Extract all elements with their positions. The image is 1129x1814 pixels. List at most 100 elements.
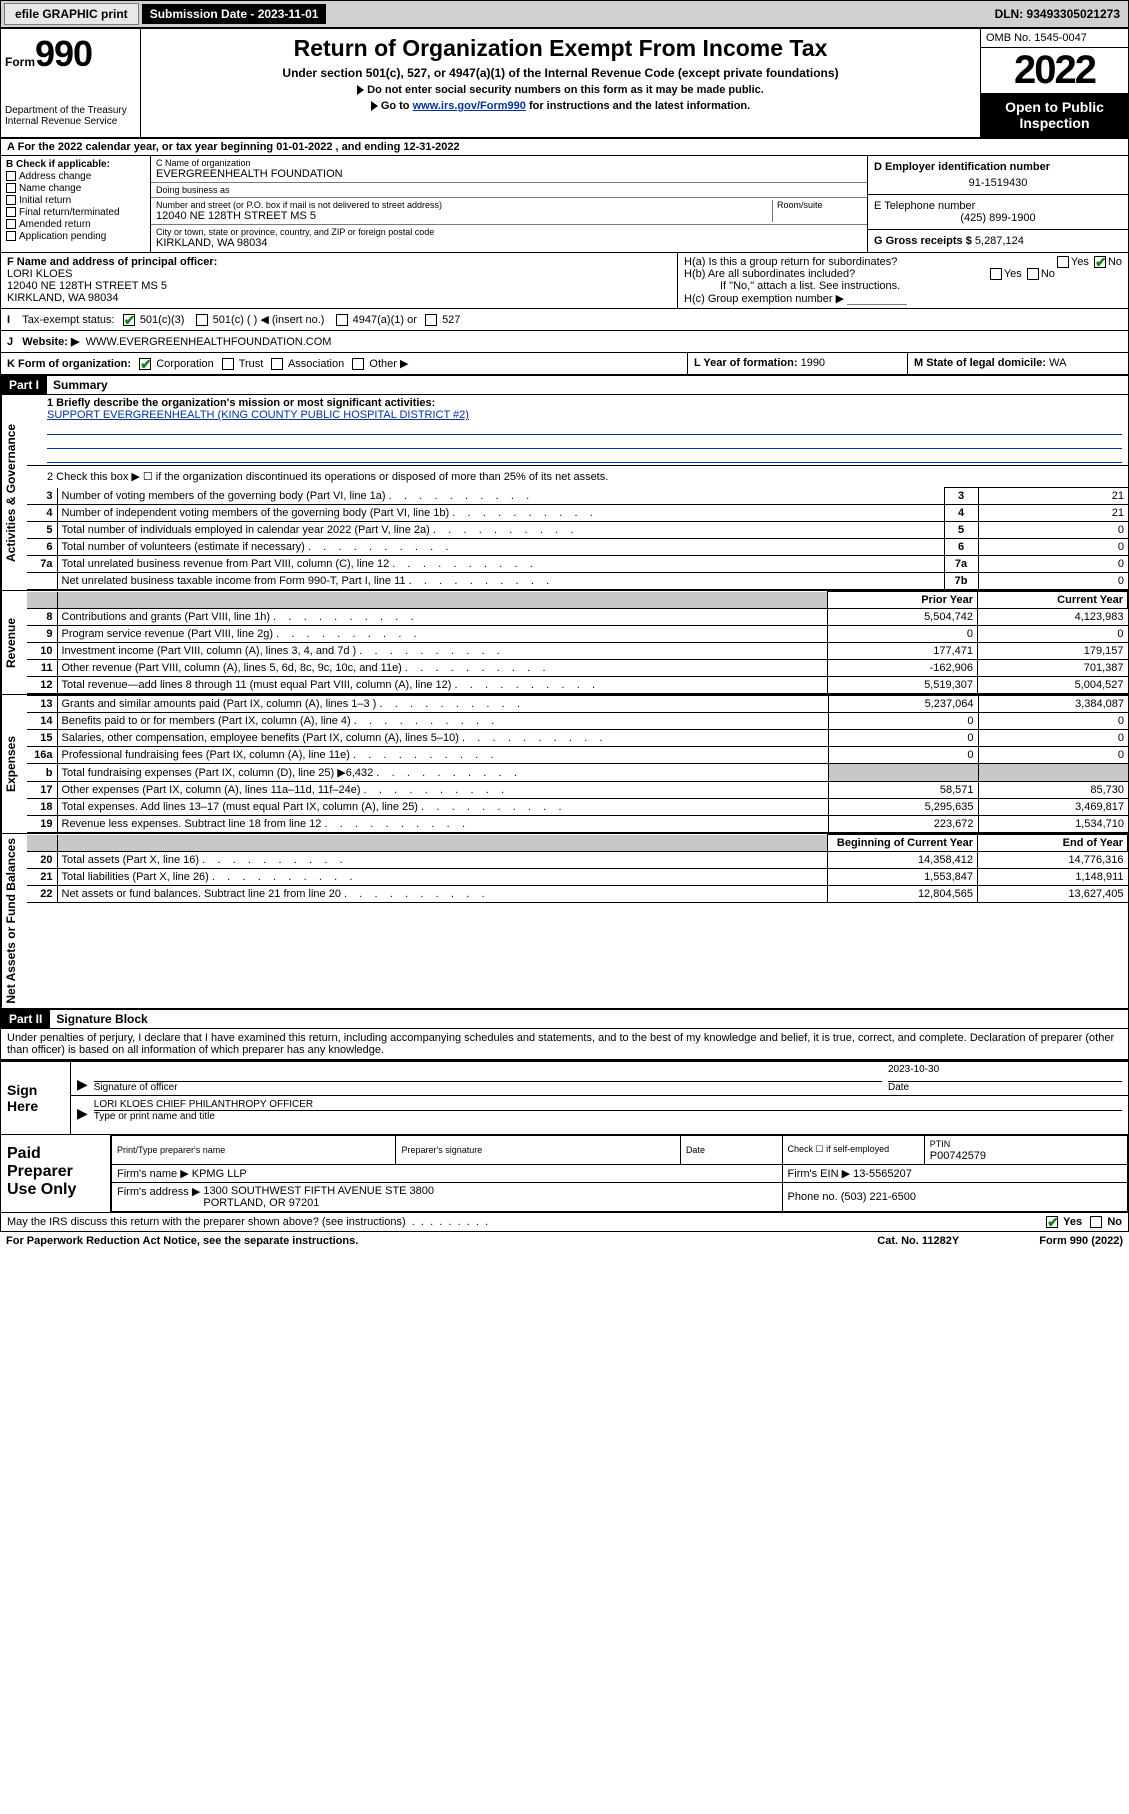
addr-label: Number and street (or P.O. box if mail i… <box>156 200 772 210</box>
sig-officer-label: Signature of officer <box>94 1082 178 1093</box>
submission-date: Submission Date - 2023-11-01 <box>142 4 327 24</box>
gross-receipts: 5,287,124 <box>975 235 1024 247</box>
blank-line <box>47 435 1122 449</box>
header-left: Form990 Department of the Treasury Inter… <box>1 29 141 137</box>
g-receipts-label: G Gross receipts $ <box>874 235 972 247</box>
cat-number: Cat. No. 11282Y <box>877 1235 1039 1247</box>
form-prefix: Form <box>5 55 35 69</box>
room-label: Room/suite <box>777 200 862 210</box>
prep-self-employed: Check ☐ if self-employed <box>782 1135 924 1164</box>
discuss-yes-check[interactable] <box>1046 1216 1058 1228</box>
column-c-org-info: C Name of organization EVERGREENHEALTH F… <box>151 156 868 252</box>
table-row: 11Other revenue (Part VIII, column (A), … <box>27 660 1128 677</box>
chk-association[interactable] <box>271 358 283 370</box>
table-row: 16aProfessional fundraising fees (Part I… <box>27 747 1128 764</box>
website-value: WWW.EVERGREENHEALTHFOUNDATION.COM <box>86 336 332 348</box>
chk-4947[interactable] <box>336 314 348 326</box>
prep-name-label: Print/Type preparer's name <box>117 1145 225 1155</box>
chk-initial-return[interactable]: Initial return <box>6 195 145 206</box>
triangle-icon <box>371 101 378 111</box>
triangle-icon: ▶ <box>77 1076 88 1093</box>
blank-line <box>47 421 1122 435</box>
chk-address-change[interactable]: Address change <box>6 171 145 182</box>
firm-phone: (503) 221-6500 <box>841 1191 916 1203</box>
form-header: Form990 Department of the Treasury Inter… <box>1 29 1128 139</box>
col-h-group: H(a) Is this a group return for subordin… <box>678 253 1128 308</box>
chk-527[interactable] <box>425 314 437 326</box>
chk-amended[interactable]: Amended return <box>6 219 145 230</box>
firm-name-label: Firm's name ▶ <box>117 1168 189 1180</box>
gov-row: 5Total number of individuals employed in… <box>27 522 1128 539</box>
revenue-table: Prior YearCurrent Year8Contributions and… <box>27 591 1128 694</box>
ha-yes-check[interactable] <box>1057 256 1069 268</box>
table-row: 18Total expenses. Add lines 13–17 (must … <box>27 799 1128 816</box>
tax-year-text: For the 2022 calendar year, or tax year … <box>18 141 460 153</box>
j-label: Website: ▶ <box>22 336 79 348</box>
efile-button[interactable]: efile GRAPHIC print <box>4 3 139 25</box>
firm-phone-label: Phone no. <box>788 1191 838 1203</box>
hb-yes-check[interactable] <box>990 268 1002 280</box>
col-f-officer: F Name and address of principal officer:… <box>1 253 678 308</box>
sub3-pre: Go to <box>381 100 413 112</box>
row-f-h: F Name and address of principal officer:… <box>1 253 1128 309</box>
table-row: 8Contributions and grants (Part VIII, li… <box>27 609 1128 626</box>
chk-501c[interactable] <box>196 314 208 326</box>
ha-no-check[interactable] <box>1094 256 1106 268</box>
city-value: KIRKLAND, WA 98034 <box>156 237 862 249</box>
b-label: B Check if applicable: <box>6 159 145 170</box>
block-b-through-g: B Check if applicable: Address change Na… <box>1 156 1128 253</box>
header-mid: Return of Organization Exempt From Incom… <box>141 29 980 137</box>
gov-row: 3Number of voting members of the governi… <box>27 488 1128 505</box>
subtitle-2: Do not enter social security numbers on … <box>145 84 976 96</box>
chk-application-pending[interactable]: Application pending <box>6 231 145 242</box>
k-label: K Form of organization: <box>7 358 131 370</box>
opt-other: Other ▶ <box>369 358 408 370</box>
signature-fields: ▶ Signature of officer 2023-10-30 Date ▶… <box>71 1062 1128 1134</box>
q2-checkbox-line: 2 Check this box ▶ ☐ if the organization… <box>27 466 1128 487</box>
part-1-badge: Part I <box>1 376 47 394</box>
vtab-revenue: Revenue <box>1 591 27 694</box>
chk-name-change[interactable]: Name change <box>6 183 145 194</box>
chk-final-return[interactable]: Final return/terminated <box>6 207 145 218</box>
table-row: 22Net assets or fund balances. Subtract … <box>27 886 1128 903</box>
dept-treasury: Department of the Treasury Internal Reve… <box>5 105 136 127</box>
omb-number: OMB No. 1545-0047 <box>981 29 1128 48</box>
i-label: Tax-exempt status: <box>22 314 114 326</box>
vtab-expenses: Expenses <box>1 695 27 833</box>
part-2-title: Signature Block <box>50 1012 147 1026</box>
chk-501c3[interactable] <box>123 314 135 326</box>
preparer-table: Print/Type preparer's name Preparer's si… <box>111 1135 1128 1212</box>
form-number: Form990 <box>5 33 136 75</box>
dln-label: DLN: 93493305021273 <box>987 4 1128 24</box>
ha-label: H(a) Is this a group return for subordin… <box>684 256 897 268</box>
expenses-table: 13Grants and similar amounts paid (Part … <box>27 695 1128 833</box>
form-title: Return of Organization Exempt From Incom… <box>145 35 976 62</box>
chk-trust[interactable] <box>222 358 234 370</box>
tax-year: 2022 <box>981 48 1128 93</box>
ptin-value: P00742579 <box>930 1150 986 1162</box>
table-row: 19Revenue less expenses. Subtract line 1… <box>27 816 1128 833</box>
d-ein-label: D Employer identification number <box>874 161 1122 173</box>
firm-addr-label: Firm's address ▶ <box>117 1186 200 1198</box>
sub2-text: Do not enter social security numbers on … <box>367 84 764 96</box>
irs-link[interactable]: www.irs.gov/Form990 <box>413 100 526 112</box>
part-2-badge: Part II <box>1 1010 50 1028</box>
triangle-icon: ▶ <box>77 1105 88 1122</box>
table-row: 15Salaries, other compensation, employee… <box>27 730 1128 747</box>
q1-label: 1 Briefly describe the organization's mi… <box>47 397 435 409</box>
l-label: L Year of formation: <box>694 357 798 369</box>
chk-corporation[interactable] <box>139 358 151 370</box>
hb-no-check[interactable] <box>1027 268 1039 280</box>
h-c-row: H(c) Group exemption number ▶ <box>684 292 1122 305</box>
chk-other[interactable] <box>352 358 364 370</box>
vtab-net-assets: Net Assets or Fund Balances <box>1 834 27 1008</box>
row-j-website: J Website: ▶ WWW.EVERGREENHEALTHFOUNDATI… <box>1 331 1128 353</box>
discuss-no-check[interactable] <box>1090 1216 1102 1228</box>
paid-preparer-section: Paid Preparer Use Only Print/Type prepar… <box>1 1134 1128 1212</box>
table-header: Prior YearCurrent Year <box>27 592 1128 609</box>
firm-addr: 1300 SOUTHWEST FIFTH AVENUE STE 3800 POR… <box>203 1185 434 1209</box>
dba-label: Doing business as <box>156 185 862 195</box>
h-a-row: H(a) Is this a group return for subordin… <box>684 256 1122 268</box>
form-990: 990 <box>35 33 92 74</box>
table-row: 9Program service revenue (Part VIII, lin… <box>27 626 1128 643</box>
